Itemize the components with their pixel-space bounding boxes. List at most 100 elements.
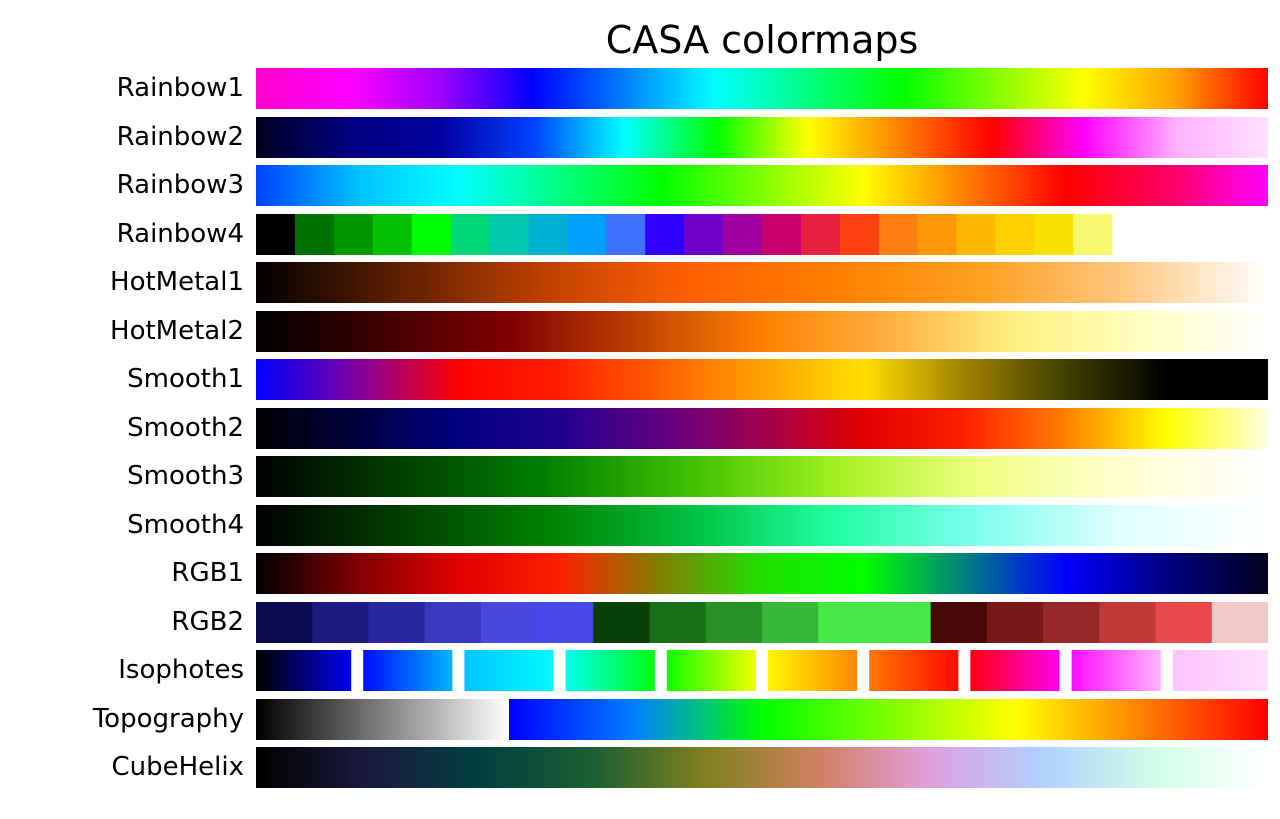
colormap-gradient: [256, 310, 1268, 352]
colormap-row: Smooth1: [0, 359, 1280, 400]
colormap-label: Smooth2: [127, 412, 244, 443]
colormap-segment: [537, 601, 594, 643]
colormap-segment: [956, 213, 997, 255]
colormap-segment: [450, 213, 491, 255]
colormap-segment: [593, 601, 651, 643]
colormap-segment: [333, 213, 374, 255]
colormap-segment: [649, 601, 707, 643]
colormap-segment: [1099, 601, 1157, 643]
colormap-swatch: [256, 116, 1268, 158]
colormap-bar: [256, 68, 1268, 109]
colormap-row: Smooth3: [0, 456, 1280, 497]
colormap-row: RGB1: [0, 553, 1280, 594]
colormap-bar: [256, 747, 1268, 788]
colormap-swatch: [256, 504, 1268, 546]
colormap-segment: [489, 213, 530, 255]
colormap-bar: [256, 407, 1268, 449]
colormap-segment: [1190, 213, 1230, 255]
isophote-gap: [756, 650, 768, 691]
colormap-swatch: [256, 68, 1268, 109]
colormap-row: Smooth4: [0, 504, 1280, 546]
colormap-label: Smooth1: [127, 364, 244, 394]
colormap-gradient: [256, 747, 1268, 788]
colormap-segment: [1211, 601, 1268, 643]
colormap-gradient: [256, 359, 1268, 400]
colormap-segment: [1112, 213, 1152, 255]
colormap-label: Smooth3: [127, 461, 244, 491]
colormap-segment: [372, 213, 413, 255]
colormap-label: RGB2: [171, 606, 244, 637]
colormap-row: HotMetal1: [0, 262, 1280, 303]
colormap-segment: [606, 213, 646, 255]
colormap-segment: [762, 213, 802, 255]
colormap-segment: [1034, 213, 1074, 255]
isophote-gap: [351, 650, 364, 691]
colormap-segment: [567, 213, 607, 255]
colormap-swatch: [256, 213, 1268, 255]
isophote-gap: [958, 650, 971, 691]
colormap-label: Rainbow1: [116, 73, 244, 103]
colormap-gradient: [256, 165, 1268, 206]
colormap-bar: [256, 165, 1268, 206]
colormap-gradient: [256, 553, 1268, 594]
colormap-segment: [480, 601, 538, 643]
colormap-swatch: [256, 698, 1268, 740]
colormap-label: Smooth4: [127, 509, 244, 540]
isophote-gap: [857, 650, 870, 691]
colormap-label: Rainbow3: [116, 170, 244, 200]
colormap-row: Rainbow2: [0, 116, 1280, 158]
colormap-swatch: [256, 407, 1268, 449]
colormap-label: CubeHelix: [111, 752, 244, 782]
colormap-segment: [762, 601, 819, 643]
colormap-bar: [256, 698, 1268, 740]
chart-title: CASA colormaps: [605, 18, 919, 62]
colormap-label: Rainbow2: [116, 121, 244, 152]
colormap-label: Rainbow4: [116, 218, 244, 249]
colormap-segment: [368, 601, 426, 643]
colormap-bar: [256, 262, 1268, 303]
colormap-swatch: [256, 165, 1268, 206]
colormap-segment: [705, 601, 763, 643]
colormap-row: Rainbow1: [0, 68, 1280, 109]
colormap-label: Isophotes: [118, 655, 244, 685]
colormap-segment: [986, 601, 1044, 643]
colormap-swatch: [256, 601, 1268, 643]
colormap-gradient: [256, 262, 1268, 303]
colormap-segment: [874, 601, 932, 643]
colormap-gradient: [256, 407, 1268, 449]
colormap-segment: [839, 213, 880, 255]
colormap-bar: [256, 601, 1268, 643]
isophote-gap: [452, 650, 465, 691]
colormap-segment: [684, 213, 724, 255]
colormap-segment: [1229, 213, 1268, 255]
colormap-gradient: [256, 116, 1268, 158]
colormap-row: Smooth2: [0, 407, 1280, 449]
colormap-swatch: [256, 650, 1268, 691]
colormap-bar: [256, 359, 1268, 400]
colormap-row: RGB2: [0, 601, 1280, 643]
colormap-bar: [256, 650, 1268, 691]
colormap-segment: [995, 213, 1036, 255]
colormap-segment: [424, 601, 482, 643]
colormap-bar: [256, 310, 1268, 352]
colormap-segment: [800, 213, 841, 255]
colormap-swatch: [256, 310, 1268, 352]
colormap-label: HotMetal2: [110, 315, 244, 346]
colormap-row: Topography: [0, 698, 1280, 740]
colormap-row: Rainbow3: [0, 165, 1280, 206]
colormap-gradient: [256, 504, 1268, 546]
colormap-segment: [930, 601, 988, 643]
colormap-segment: [1043, 601, 1100, 643]
colormap-label: HotMetal1: [110, 267, 244, 297]
colormap-segment: [1151, 213, 1191, 255]
isophote-gap: [553, 650, 566, 691]
colormap-segment: [312, 601, 370, 643]
colormap-gradient: [256, 456, 1268, 497]
colormap-segment: [256, 698, 509, 740]
colormap-row: CubeHelix: [0, 747, 1280, 788]
colormap-bar: [256, 456, 1268, 497]
colormap-segment: [1155, 601, 1213, 643]
colormap-segment: [256, 213, 296, 255]
colormap-swatch: [256, 262, 1268, 303]
